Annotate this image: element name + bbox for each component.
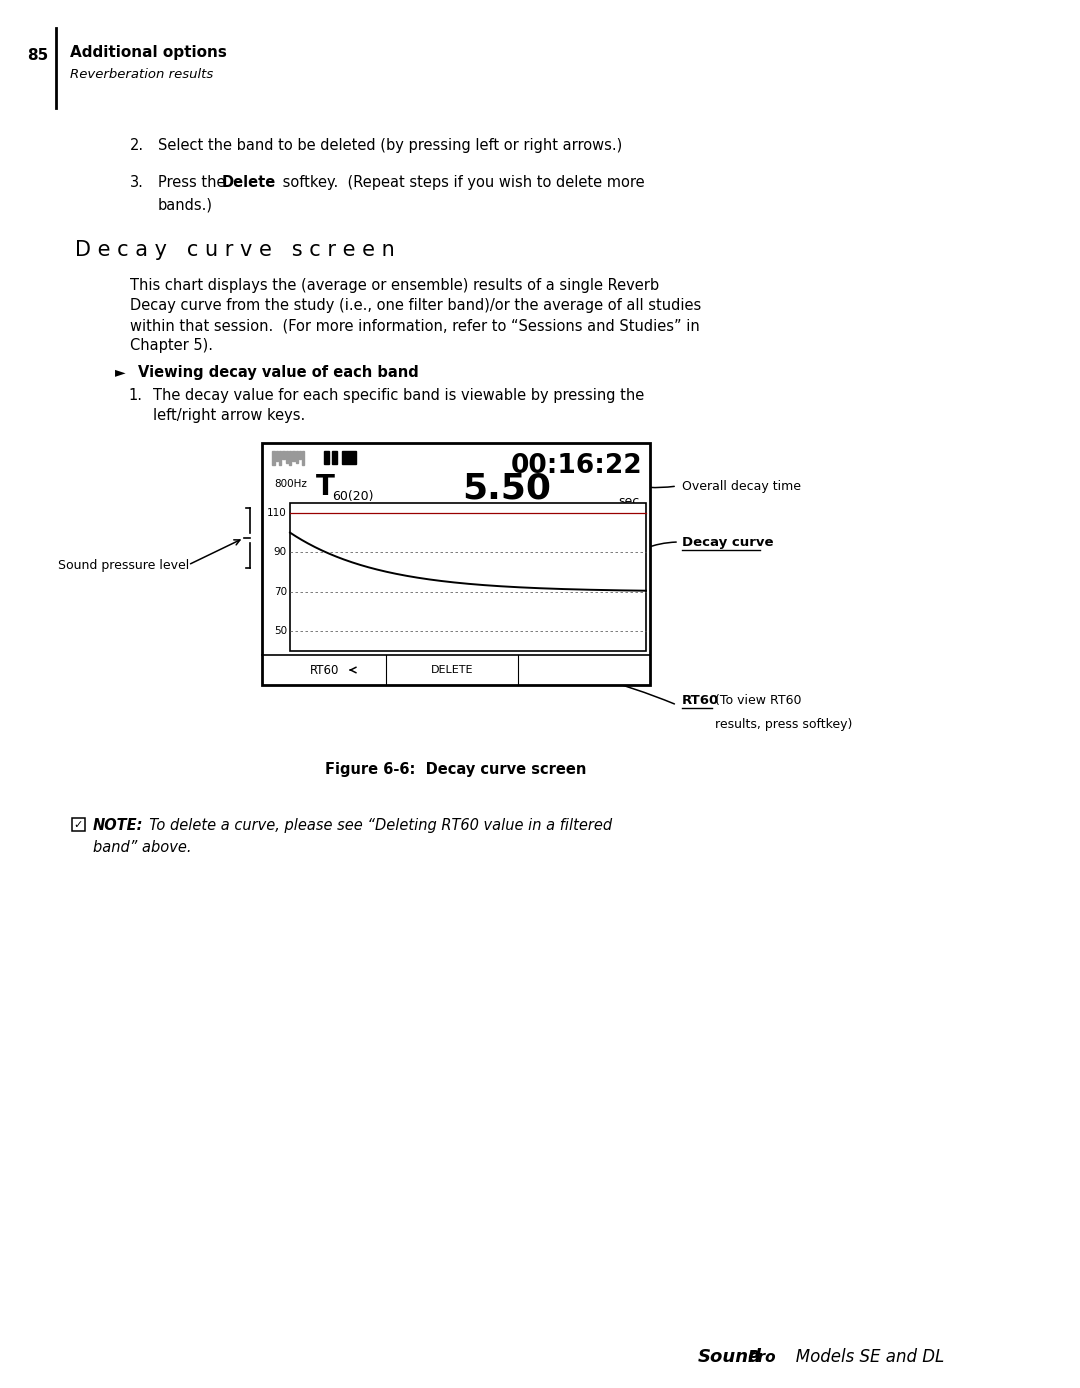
Bar xyxy=(342,451,356,464)
Text: T: T xyxy=(316,473,335,501)
Text: Pro: Pro xyxy=(748,1351,777,1364)
Text: 90: 90 xyxy=(274,547,287,558)
Bar xyxy=(279,451,281,465)
Text: Decay curve: Decay curve xyxy=(681,536,773,548)
Text: Models SE and DL: Models SE and DL xyxy=(780,1348,944,1366)
Text: 110: 110 xyxy=(267,508,287,518)
Bar xyxy=(286,451,288,464)
Text: The decay value for each specific band is viewable by pressing the: The decay value for each specific band i… xyxy=(153,389,645,403)
Text: left/right arrow keys.: left/right arrow keys. xyxy=(153,408,306,423)
Text: Sound pressure level: Sound pressure level xyxy=(58,558,189,572)
Text: Overall decay time: Overall decay time xyxy=(681,479,801,493)
Text: Press the: Press the xyxy=(158,175,230,190)
Text: 70: 70 xyxy=(274,587,287,597)
Text: Delete: Delete xyxy=(222,175,276,190)
Bar xyxy=(324,451,329,464)
Text: Decay curve from the study (i.e., one filter band)/or the average of all studies: Decay curve from the study (i.e., one fi… xyxy=(130,298,701,314)
Bar xyxy=(332,451,337,464)
Text: within that session.  (For more information, refer to “Sessions and Studies” in: within that session. (For more informati… xyxy=(130,318,700,333)
Bar xyxy=(262,443,650,686)
Bar xyxy=(276,451,278,461)
Bar xyxy=(282,451,285,459)
Text: (To view RT60: (To view RT60 xyxy=(715,694,801,706)
Text: DELETE: DELETE xyxy=(431,665,473,675)
Text: Figure 6-6:  Decay curve screen: Figure 6-6: Decay curve screen xyxy=(325,762,586,777)
Text: 1.: 1. xyxy=(129,389,141,403)
Text: Additional options: Additional options xyxy=(70,44,227,60)
Text: ✓: ✓ xyxy=(73,819,83,830)
Text: results, press softkey): results, press softkey) xyxy=(715,718,852,731)
Text: Sound: Sound xyxy=(698,1348,762,1366)
Text: 800Hz: 800Hz xyxy=(274,479,307,489)
Text: To delete a curve, please see “Deleting RT60 value in a filtered: To delete a curve, please see “Deleting … xyxy=(140,818,612,833)
Text: 50: 50 xyxy=(274,626,287,636)
Text: softkey.  (Repeat steps if you wish to delete more: softkey. (Repeat steps if you wish to de… xyxy=(278,175,645,190)
Bar xyxy=(272,451,275,465)
Text: 60(20): 60(20) xyxy=(332,490,374,502)
Text: ►: ► xyxy=(114,365,125,379)
Text: bands.): bands.) xyxy=(158,197,213,212)
Text: Reverberation results: Reverberation results xyxy=(70,68,213,81)
Text: band” above.: band” above. xyxy=(93,840,191,855)
Bar xyxy=(296,451,298,464)
Bar xyxy=(302,451,303,465)
Text: RT60: RT60 xyxy=(681,694,719,706)
Text: 3.: 3. xyxy=(130,175,144,190)
Text: 2.: 2. xyxy=(130,137,144,153)
Bar xyxy=(72,818,85,831)
Text: RT60: RT60 xyxy=(309,663,339,676)
Bar xyxy=(292,451,295,461)
Text: NOTE:: NOTE: xyxy=(93,818,144,833)
Text: Viewing decay value of each band: Viewing decay value of each band xyxy=(138,365,419,380)
Text: Select the band to be deleted (by pressing left or right arrows.): Select the band to be deleted (by pressi… xyxy=(158,137,622,153)
Text: D e c a y   c u r v e   s c r e e n: D e c a y c u r v e s c r e e n xyxy=(75,240,395,260)
Bar xyxy=(289,451,291,465)
Text: 5.50: 5.50 xyxy=(462,471,551,505)
Text: 00:16:22: 00:16:22 xyxy=(511,452,642,479)
Text: Chapter 5).: Chapter 5). xyxy=(130,339,213,353)
Text: This chart displays the (average or ensemble) results of a single Reverb: This chart displays the (average or ense… xyxy=(130,278,659,293)
Text: sec: sec xyxy=(619,496,640,508)
Bar xyxy=(299,451,301,459)
Bar xyxy=(291,502,646,651)
Text: 85: 85 xyxy=(27,49,48,62)
